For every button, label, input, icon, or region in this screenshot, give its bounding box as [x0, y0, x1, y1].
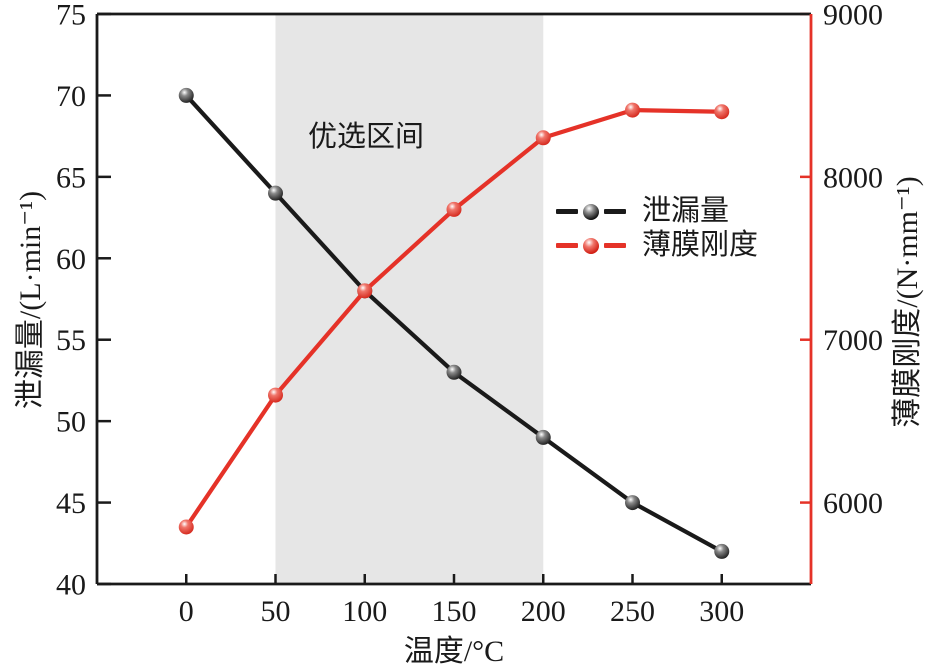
data-point-icon	[357, 283, 373, 299]
right-tick-label: 8000	[823, 161, 883, 194]
preferred-interval-label: 优选区间	[307, 121, 425, 153]
left-tick-label: 50	[56, 406, 86, 439]
legend-dot-icon	[583, 203, 599, 220]
legend-line-right	[604, 209, 626, 214]
data-point-icon	[178, 519, 194, 535]
x-tick-label: 300	[699, 595, 744, 628]
right-tick-label: 9000	[823, 0, 883, 32]
left-tick-label: 45	[56, 487, 86, 520]
x-tick-label: 250	[610, 595, 655, 628]
left-tick-label: 65	[56, 161, 86, 194]
legend-line-right	[604, 243, 626, 248]
x-tick-label: 100	[342, 595, 387, 628]
data-point-icon	[625, 102, 640, 118]
legend-marker-leakage	[556, 203, 626, 220]
right-tick-label: 7000	[823, 324, 883, 357]
data-point-icon	[446, 364, 462, 380]
data-point-icon	[714, 104, 730, 120]
x-axis-title: 温度/°C	[403, 635, 505, 668]
data-point-icon	[714, 543, 730, 559]
legend-label-leakage: 泄漏量	[642, 195, 730, 227]
left-tick-label: 60	[56, 243, 86, 276]
data-point-icon	[268, 185, 283, 201]
data-point-icon	[446, 201, 462, 217]
legend-line-left	[556, 209, 578, 214]
legend-marker-stiffness	[556, 237, 626, 254]
left-tick-label: 75	[56, 0, 86, 32]
legend-item-stiffness: 薄膜刚度	[556, 229, 758, 262]
right-axis-title: 薄膜刚度/(N·mm⁻¹)	[891, 176, 924, 428]
legend: 泄漏量 薄膜刚度	[556, 195, 758, 262]
left-tick-label: 70	[56, 80, 86, 113]
legend-label-stiffness: 薄膜刚度	[642, 229, 759, 261]
data-point-icon	[535, 130, 551, 146]
left-tick-label: 55	[56, 324, 86, 357]
x-tick-label: 150	[432, 595, 477, 628]
data-point-icon	[535, 429, 551, 445]
data-point-icon	[625, 495, 640, 511]
data-point-icon	[268, 387, 283, 403]
x-tick-label: 50	[261, 595, 291, 628]
legend-line-left	[556, 243, 578, 248]
legend-item-leakage: 泄漏量	[556, 195, 758, 228]
data-point-icon	[178, 87, 194, 103]
x-tick-label: 0	[179, 595, 194, 628]
x-tick-label: 200	[521, 595, 566, 628]
right-tick-label: 6000	[823, 487, 883, 520]
left-tick-label: 40	[56, 569, 86, 602]
preferred-band	[275, 14, 544, 584]
left-axis-title: 泄漏量/(L·min⁻¹)	[14, 190, 47, 410]
legend-dot-icon	[583, 237, 599, 254]
